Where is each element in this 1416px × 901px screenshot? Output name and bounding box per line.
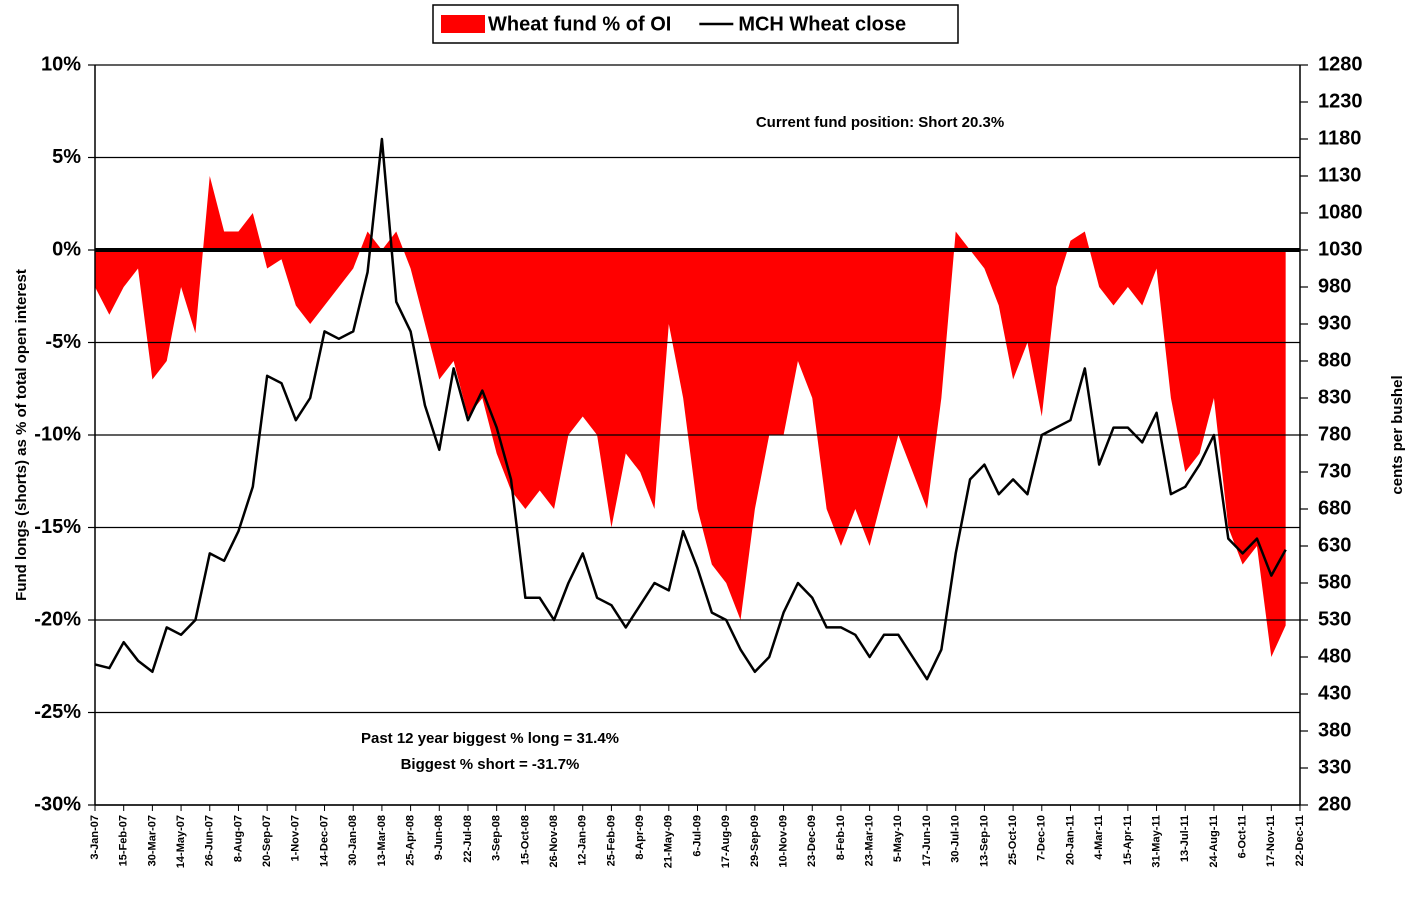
x-tick-label: 12-Jan-09 — [577, 815, 589, 866]
x-tick-label: 23-Mar-10 — [864, 815, 876, 866]
x-tick-label: 6-Oct-11 — [1237, 815, 1249, 858]
x-tick-label: 30-Jan-08 — [347, 815, 359, 866]
y2-tick-label: 1230 — [1318, 90, 1363, 112]
y2-tick-label: 530 — [1318, 608, 1351, 630]
x-tick-label: 26-Jun-07 — [204, 815, 216, 866]
x-tick-label: 21-May-09 — [663, 815, 675, 868]
y-tick-label: -25% — [34, 701, 81, 723]
x-tick-label: 3-Jan-07 — [89, 815, 101, 860]
y2-tick-label: 830 — [1318, 386, 1351, 408]
x-tick-label: 25-Oct-10 — [1007, 815, 1019, 865]
y2-tick-label: 880 — [1318, 349, 1351, 371]
x-tick-label: 17-Jun-10 — [921, 815, 933, 866]
y-tick-label: -15% — [34, 516, 81, 538]
legend-label: Wheat fund % of OI — [488, 13, 671, 35]
x-tick-label: 31-May-11 — [1150, 815, 1162, 868]
y-tick-label: -5% — [45, 331, 81, 353]
y-tick-label: 10% — [41, 53, 81, 75]
y2-tick-label: 1130 — [1318, 164, 1361, 186]
x-tick-label: 22-Jul-08 — [462, 815, 474, 863]
x-tick-label: 17-Nov-11 — [1265, 815, 1277, 867]
x-tick-label: 6-Jul-09 — [691, 815, 703, 857]
x-tick-label: 15-Apr-11 — [1122, 815, 1134, 865]
x-tick-label: 13-Sep-10 — [978, 815, 990, 867]
x-tick-label: 20-Jan-11 — [1064, 815, 1076, 865]
x-tick-label: 20-Sep-07 — [261, 815, 273, 867]
y2-tick-label: 1030 — [1318, 238, 1363, 260]
y-tick-label: -20% — [34, 608, 81, 630]
x-tick-label: 25-Apr-08 — [405, 815, 417, 866]
x-tick-label: 22-Dec-11 — [1294, 815, 1306, 866]
x-tick-label: 25-Feb-09 — [605, 815, 617, 866]
line — [94, 137, 1287, 681]
y-tick-label: 0% — [52, 238, 81, 260]
y2-tick-label: 480 — [1318, 645, 1351, 667]
x-tick-label: 3-Sep-08 — [491, 815, 503, 861]
y2-axis-title: cents per bushel — [1389, 375, 1406, 494]
y2-tick-label: 280 — [1318, 793, 1351, 815]
annotation: Current fund position: Short 20.3% — [756, 114, 1004, 131]
y2-tick-label: 1180 — [1318, 127, 1361, 149]
y2-tick-label: 1280 — [1318, 53, 1363, 75]
x-tick-label: 10-Nov-09 — [777, 815, 789, 868]
x-tick-label: 8-Apr-09 — [634, 815, 646, 860]
x-tick-label: 30-Jul-10 — [950, 815, 962, 863]
x-tick-label: 5-May-10 — [892, 815, 904, 862]
y-axis-title: Fund longs (shorts) as % of total open i… — [13, 269, 30, 601]
y-tick-label: -10% — [34, 423, 81, 445]
y2-tick-label: 730 — [1318, 460, 1351, 482]
x-tick-label: 26-Nov-08 — [548, 815, 560, 868]
y2-tick-label: 930 — [1318, 312, 1351, 334]
x-tick-label: 14-May-07 — [175, 815, 187, 868]
x-tick-label: 15-Oct-08 — [519, 815, 531, 865]
x-tick-label: 15-Feb-07 — [118, 815, 130, 866]
x-tick-label: 13-Jul-11 — [1179, 815, 1191, 862]
y2-tick-label: 330 — [1318, 756, 1351, 778]
y2-tick-label: 380 — [1318, 719, 1351, 741]
area — [95, 176, 1286, 657]
x-tick-label: 8-Feb-10 — [835, 815, 847, 860]
annotation: Past 12 year biggest % long = 31.4% — [361, 730, 619, 747]
y2-tick-label: 630 — [1318, 534, 1351, 556]
x-tick-label: 17-Aug-09 — [720, 815, 732, 868]
y2-tick-label: 430 — [1318, 682, 1351, 704]
y-tick-label: -30% — [34, 793, 81, 815]
x-tick-label: 8-Aug-07 — [232, 815, 244, 862]
y2-tick-label: 1080 — [1318, 201, 1363, 223]
x-tick-label: 13-Mar-08 — [376, 815, 388, 866]
x-tick-label: 1-Nov-07 — [290, 815, 302, 861]
x-tick-label: 7-Dec-10 — [1036, 815, 1048, 861]
x-tick-label: 29-Sep-09 — [749, 815, 761, 867]
y2-tick-label: 680 — [1318, 497, 1351, 519]
x-tick-label: 9-Jun-08 — [433, 815, 445, 860]
y-tick-label: 5% — [52, 146, 81, 168]
x-tick-label: 24-Aug-11 — [1208, 815, 1220, 868]
x-tick-label: 14-Dec-07 — [318, 815, 330, 867]
legend-box — [432, 4, 959, 44]
legend-swatch — [441, 15, 485, 33]
y2-tick-label: 980 — [1318, 275, 1351, 297]
x-tick-label: 23-Dec-09 — [806, 815, 818, 867]
annotation: Biggest % short = -31.7% — [401, 756, 580, 773]
x-tick-label: 30-Mar-07 — [146, 815, 158, 866]
y2-tick-label: 780 — [1318, 423, 1351, 445]
y2-tick-label: 580 — [1318, 571, 1351, 593]
x-tick-label: 4-Mar-11 — [1093, 815, 1105, 860]
legend-label: MCH Wheat close — [738, 13, 906, 35]
